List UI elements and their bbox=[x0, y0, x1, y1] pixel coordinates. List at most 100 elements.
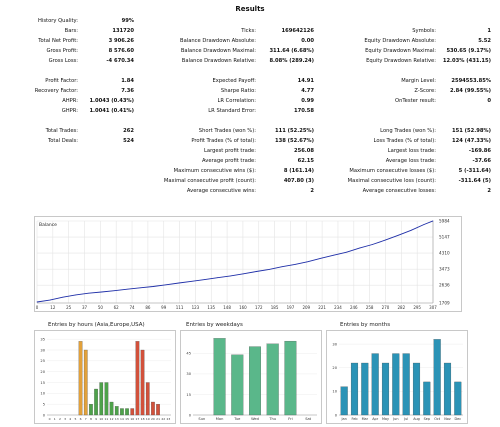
hours-chart: 0 5 10 15 20 25 30 35 0 1 2 3 4 5 6 7 8 9 10 11 12 13 14 15 16 17… bbox=[34, 330, 176, 424]
x-tick-label: 209 bbox=[302, 305, 310, 310]
x-tick-label: 20 bbox=[151, 417, 155, 421]
x-tick-label: Aug bbox=[413, 417, 420, 421]
y-tick-label: 15 bbox=[40, 381, 45, 385]
bar bbox=[231, 354, 244, 416]
stat-label: Average profit trade: bbox=[202, 158, 256, 164]
stat-value: 12.03% (431.15) bbox=[442, 58, 491, 64]
balance-point bbox=[114, 290, 115, 292]
balance-point bbox=[384, 239, 386, 241]
stat-label: Balance Drawdown Relative: bbox=[181, 58, 256, 64]
y-tick-label: 25 bbox=[40, 359, 45, 363]
bar bbox=[94, 388, 98, 416]
stat-value: 124 (47.33%) bbox=[452, 138, 491, 144]
y-tick-label: 1709 bbox=[439, 301, 450, 306]
balance-point bbox=[75, 294, 77, 296]
stat-value: 1.0043 (0.43%) bbox=[89, 98, 134, 104]
bar bbox=[340, 386, 348, 416]
bar bbox=[140, 349, 145, 416]
balance-point bbox=[307, 261, 309, 263]
stat-label: LR Correlation: bbox=[217, 98, 257, 104]
stat-value: 138 (52.67%) bbox=[275, 138, 314, 144]
x-tick-label: Nov bbox=[444, 417, 451, 421]
months-chart: 0 10 20 30 Jan Feb Mar Apr May Jun Jul Aug Sep Oct Nov… bbox=[326, 330, 468, 424]
stat-label: Average loss trade: bbox=[385, 158, 436, 164]
balance-point bbox=[423, 224, 425, 225]
x-tick-label: 86 bbox=[145, 305, 151, 310]
bar bbox=[350, 362, 359, 416]
balance-point bbox=[178, 282, 180, 284]
y-tick-label: 45 bbox=[186, 352, 191, 356]
stat-value: -311.64 (5) bbox=[458, 178, 491, 184]
y-tick-label: 2636 bbox=[439, 283, 450, 288]
balance-point bbox=[359, 247, 360, 249]
stat-value: -4 670.34 bbox=[106, 58, 134, 64]
balance-point bbox=[36, 301, 38, 303]
balance-point bbox=[49, 299, 51, 301]
balance-point bbox=[410, 229, 412, 231]
hours-chart-title: Entries by hours (Asia,Europe,USA) bbox=[48, 322, 145, 328]
stat-label: Largest profit trade: bbox=[204, 148, 256, 154]
x-tick-label: Jul bbox=[403, 417, 408, 421]
y-tick-label: 35 bbox=[40, 337, 45, 341]
x-tick-label: 18 bbox=[141, 417, 145, 421]
stat-label: Maximal consecutive profit (count): bbox=[163, 178, 256, 184]
x-tick-label: 2 bbox=[59, 417, 61, 421]
balance-point bbox=[139, 287, 141, 289]
stat-label: History Quality: bbox=[37, 18, 78, 24]
x-tick-label: 23 bbox=[167, 417, 171, 421]
x-tick-label: Sun bbox=[198, 417, 205, 421]
x-tick-label: 270 bbox=[382, 305, 390, 310]
x-tick-label: 16 bbox=[130, 417, 134, 421]
balance-point bbox=[191, 280, 193, 282]
bar bbox=[381, 362, 390, 416]
balance-point bbox=[152, 286, 154, 287]
balance-point bbox=[88, 292, 89, 294]
x-tick-label: 62 bbox=[114, 305, 120, 310]
months-chart-title: Entries by months bbox=[340, 322, 391, 328]
stat-label: Total Deals: bbox=[47, 138, 78, 144]
y-tick-label: 15 bbox=[186, 393, 191, 397]
stat-value: 262 bbox=[123, 128, 134, 134]
x-tick-label: 0 bbox=[49, 417, 51, 421]
x-tick-label: 5 bbox=[74, 417, 76, 421]
stat-label: Maximal consecutive loss (count): bbox=[347, 178, 436, 184]
bar bbox=[284, 340, 297, 416]
stat-value: 530.65 (9.17%) bbox=[446, 48, 491, 54]
x-tick-label: 11 bbox=[105, 417, 109, 421]
balance-point bbox=[397, 234, 399, 236]
balance-point bbox=[243, 273, 244, 275]
stat-label: Maximum consecutive losses ($): bbox=[349, 168, 436, 174]
x-tick-label: Feb bbox=[351, 417, 357, 421]
stat-value: 8 576.60 bbox=[108, 48, 134, 54]
x-tick-label: 50 bbox=[98, 305, 104, 310]
bar bbox=[156, 404, 160, 416]
stat-value: 2.84 (99.55%) bbox=[450, 88, 491, 94]
x-tick-label: Fri bbox=[288, 417, 292, 421]
y-tick-label: 5147 bbox=[439, 235, 450, 240]
balance-point bbox=[432, 220, 434, 222]
balance-chart: 0 12 25 37 50 62 74 86 99 111 123 135 148 160 172 185 19… bbox=[34, 216, 462, 312]
weekdays-chart-title: Entries by weekdays bbox=[186, 322, 243, 328]
x-tick-label: Sep bbox=[424, 417, 430, 421]
stat-value: 5 (-311.64) bbox=[458, 168, 491, 174]
x-tick-label: 1 bbox=[54, 417, 56, 421]
x-tick-label: 111 bbox=[176, 305, 184, 310]
stat-value: 14.91 bbox=[297, 78, 314, 84]
stat-label: Balance Drawdown Maximal: bbox=[180, 48, 256, 54]
x-tick-label: Jan bbox=[341, 417, 347, 421]
x-tick-label: 123 bbox=[192, 305, 200, 310]
x-tick-label: 148 bbox=[223, 305, 231, 310]
x-tick-label: 7 bbox=[85, 417, 87, 421]
stat-label: LR Standard Error: bbox=[208, 108, 256, 114]
months-chart-svg: 0 10 20 30 Jan Feb Mar Apr May Jun Jul Aug Sep Oct Nov… bbox=[332, 339, 463, 421]
x-tick-label: 172 bbox=[255, 305, 263, 310]
bar bbox=[266, 343, 279, 416]
bar bbox=[130, 408, 135, 416]
stat-label: Recovery Factor: bbox=[34, 88, 78, 94]
stat-value: 311.64 (6.68%) bbox=[269, 48, 314, 54]
balance-point bbox=[268, 269, 270, 270]
stat-label: Sharpe Ratio: bbox=[220, 88, 256, 94]
stat-value: 151 (52.98%) bbox=[452, 128, 491, 134]
weekdays-chart-svg: 0 15 30 45 Sun Mon Tue Wed Thu Fri Sat bbox=[186, 338, 317, 421]
stat-value: 62.15 bbox=[297, 158, 314, 164]
